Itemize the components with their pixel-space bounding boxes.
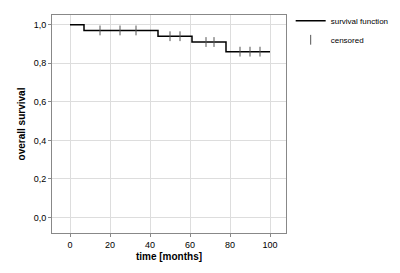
svg-text:0,6: 0,6	[34, 97, 47, 107]
svg-text:80: 80	[225, 240, 235, 250]
svg-text:overall survival: overall survival	[16, 87, 27, 160]
svg-text:20: 20	[105, 240, 115, 250]
svg-text:100: 100	[262, 240, 277, 250]
svg-text:0,0: 0,0	[34, 213, 47, 223]
svg-text:time [months]: time [months]	[136, 251, 202, 262]
svg-text:survival function: survival function	[331, 17, 388, 26]
svg-text:censored: censored	[331, 36, 364, 45]
svg-text:1,0: 1,0	[34, 20, 47, 30]
svg-text:0: 0	[67, 240, 72, 250]
svg-text:60: 60	[185, 240, 195, 250]
svg-text:0,2: 0,2	[34, 174, 47, 184]
svg-text:0,8: 0,8	[34, 58, 47, 68]
svg-text:40: 40	[145, 240, 155, 250]
svg-text:0,4: 0,4	[34, 136, 47, 146]
